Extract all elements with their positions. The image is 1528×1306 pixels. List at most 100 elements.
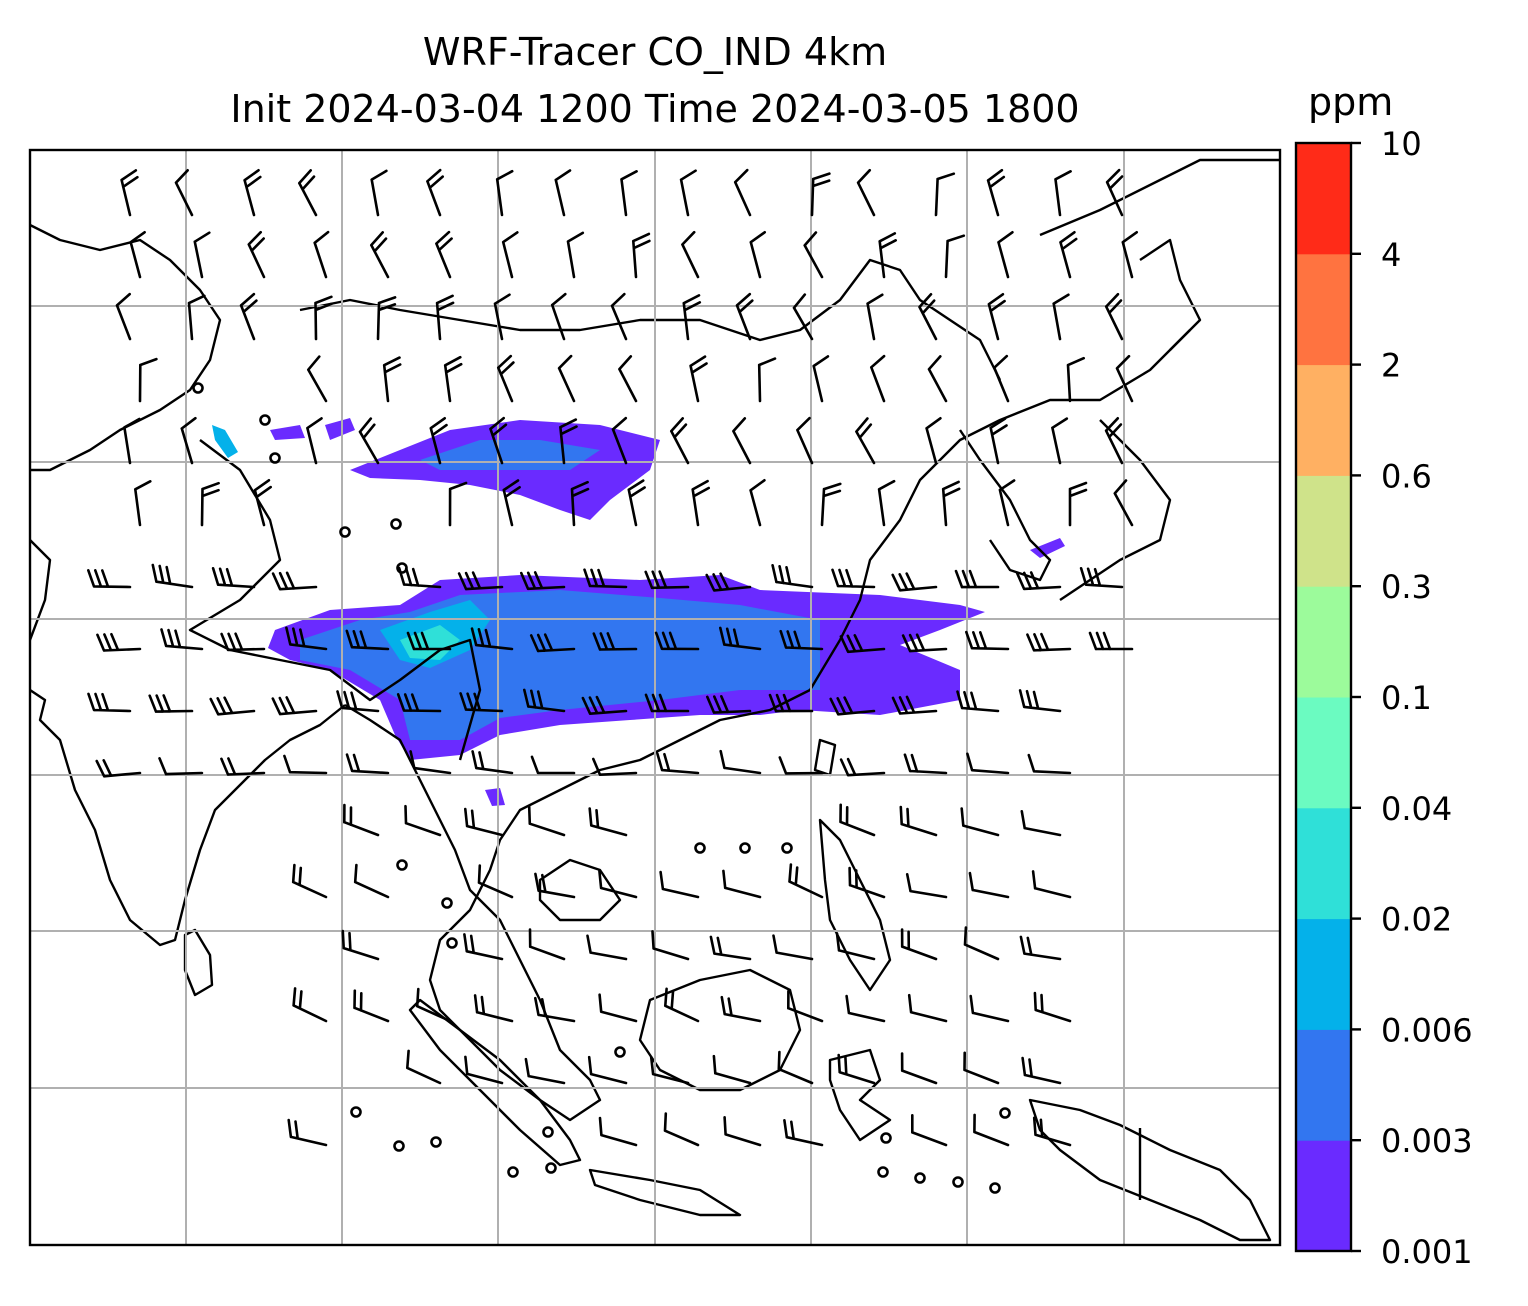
wind-barb [771,564,814,589]
colorbar-tick-label: 0.001 [1381,1233,1473,1271]
wind-barb [891,695,938,715]
wind-barb [1020,810,1062,837]
wind-barb [749,479,766,527]
calm-wind-marker [430,1136,442,1148]
wind-barb [1052,293,1070,341]
wind-barb [534,872,576,899]
wind-barb [1105,168,1124,217]
calm-wind-marker [999,1107,1011,1119]
wind-barb [158,757,204,776]
wind-barb [530,755,576,775]
wind-barb [151,563,194,589]
wind-barb [566,231,585,279]
wind-barb [493,293,511,341]
wind-barb [901,633,948,653]
wind-barb [193,231,211,279]
wind-barb [463,933,504,961]
wind-barb [1051,417,1069,465]
wind-barb [1018,689,1062,713]
wind-barb [220,757,266,776]
wind-barb [986,168,1006,217]
wind-barb [298,169,318,217]
wind-barb [1026,632,1072,652]
colorbar-segment [1296,1140,1351,1252]
colorbar-segment [1296,1029,1351,1141]
wind-barb [435,230,453,279]
wind-barb [459,692,504,713]
wind-barb [1033,991,1072,1023]
colorbar-tick-label: 0.04 [1381,790,1452,828]
wind-barb [120,169,139,217]
wind-barb [993,354,1010,403]
calm-wind-marker [694,842,706,854]
wind-barb [557,354,576,403]
wind-barb [291,863,328,899]
colorbar-unit: ppm [1308,80,1394,124]
wind-barb [148,694,194,713]
wind-barb [138,357,158,403]
plume-west-fleck [212,425,238,458]
wind-barb [778,756,824,775]
wind-barb [1015,571,1062,591]
wind-barb [588,807,628,837]
wind-barb [899,805,938,837]
wind-barb [620,170,638,217]
wind-barb [855,417,876,465]
plume-main-peak-inner [400,625,460,660]
wind-barb [1113,479,1134,527]
wind-barb [598,993,638,1023]
wind-barb [866,293,884,341]
wind-barb [891,572,938,592]
wind-barb [1104,417,1124,465]
wind-barb [779,629,824,651]
wind-barb [1104,292,1124,341]
wind-barb [477,864,514,899]
wind-barb [1059,231,1078,279]
wind-barb [845,994,886,1023]
wind-barb [969,994,1010,1023]
wind-barb [495,169,514,217]
wind-barb [370,231,390,279]
wind-barb [878,232,897,279]
wind-barb [471,750,514,775]
wind-barb [723,1116,762,1147]
wind-barb [583,568,628,589]
wind-barb [856,168,876,217]
coastline-java [588,1168,742,1217]
wind-barb [732,417,752,465]
wind-barb [905,873,948,899]
wind-barb [925,417,942,465]
wind-barbs [87,168,1138,1194]
border-himalaya [188,439,482,761]
coastlines [30,158,1280,1242]
wind-barb [907,993,948,1023]
wind-barb [464,1055,504,1085]
wind-barb [134,480,152,527]
wind-barb [918,293,938,341]
wind-barb [963,1051,1000,1085]
coastline-korea [959,429,1052,582]
plume-south-fleck [485,788,505,806]
calm-wind-marker [614,1046,626,1058]
wind-barb [810,172,831,217]
wind-barb [973,1113,1010,1147]
wind-barb [243,169,262,217]
wind-barb [592,757,638,776]
plume-wisp-1 [325,418,355,440]
wind-barb [837,1053,876,1085]
coastline-indochina [344,639,842,1122]
wind-barb [719,626,762,651]
wind-barb [966,752,1010,775]
calm-wind-marker [259,414,271,426]
wind-barb [681,230,700,279]
wind-barb [903,753,948,775]
colorbar-segment [1296,253,1351,366]
wind-barb [654,631,700,651]
calm-wind-marker [914,1172,926,1184]
calm-wind-marker [441,897,453,909]
wind-barb [180,416,197,465]
wind-barb [911,1114,948,1147]
wind-barb [735,292,754,341]
wind-barb [803,231,824,279]
wind-barb [927,355,948,403]
